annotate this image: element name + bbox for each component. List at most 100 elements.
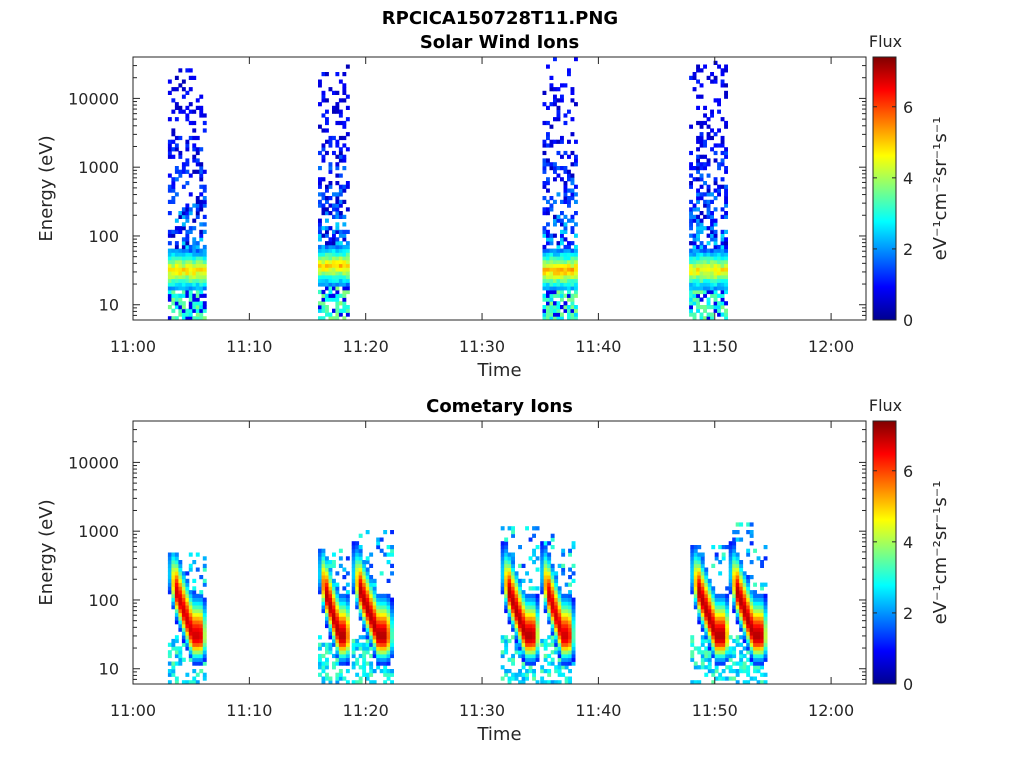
flux-cell — [202, 271, 207, 276]
flux-cell — [557, 608, 562, 614]
flux-cell — [556, 109, 561, 114]
flux-cell — [553, 259, 557, 265]
flux-cell — [543, 578, 548, 583]
flux-cell — [693, 590, 698, 595]
flux-cell — [692, 233, 697, 238]
flux-cell — [728, 548, 733, 553]
flux-cell — [383, 601, 388, 606]
flux-cell — [554, 571, 559, 576]
flux-cell — [700, 650, 705, 655]
flux-cell — [171, 132, 176, 137]
flux-cell — [351, 548, 356, 553]
flux-cell — [720, 79, 725, 84]
flux-cell — [703, 308, 707, 313]
flux-cell — [549, 293, 554, 298]
flux-cell — [696, 196, 700, 201]
flux-cell — [174, 593, 179, 598]
flux-cell — [560, 248, 564, 253]
flux-cell — [386, 620, 391, 625]
flux-cell — [549, 308, 554, 313]
flux-cell — [178, 297, 183, 302]
flux-cell — [338, 158, 343, 163]
flux-cell — [547, 635, 552, 640]
flux-cell — [167, 293, 172, 298]
flux-cell — [321, 601, 326, 606]
flux-cell — [174, 578, 179, 583]
flux-cell — [535, 627, 540, 632]
flux-cell — [706, 226, 711, 231]
flux-cell — [710, 289, 714, 295]
flux-cell — [710, 147, 714, 152]
flux-cell — [188, 635, 193, 640]
flux-cell — [202, 605, 207, 610]
flux-cell — [171, 233, 176, 238]
flux-cell — [570, 259, 575, 265]
flux-cell — [379, 635, 384, 640]
flux-cell — [561, 597, 566, 602]
flux-cell — [335, 653, 340, 659]
flux-cell — [500, 586, 505, 591]
flux-cell — [689, 305, 693, 310]
flux-cell — [696, 256, 700, 261]
flux-cell — [693, 556, 698, 561]
flux-cell — [171, 297, 176, 302]
flux-cell — [178, 571, 183, 576]
flux-cell — [195, 274, 200, 280]
flux-cell — [700, 563, 705, 568]
flux-cell — [178, 211, 183, 216]
flux-cell — [710, 72, 714, 77]
flux-cell — [335, 256, 340, 261]
flux-cell — [351, 541, 356, 546]
flux-cell — [358, 582, 363, 587]
flux-cell — [376, 612, 381, 617]
flux-cell — [543, 582, 548, 587]
flux-cell — [532, 548, 536, 553]
flux-cell — [707, 601, 712, 606]
flux-cell — [328, 87, 333, 92]
flux-cell — [386, 653, 391, 659]
flux-cell — [174, 218, 179, 223]
flux-cell — [507, 560, 512, 565]
flux-cell — [760, 560, 764, 565]
flux-cell — [192, 638, 197, 644]
flux-cell — [756, 605, 761, 610]
flux-cell — [547, 612, 552, 617]
flux-cell — [724, 229, 728, 234]
flux-cell — [504, 646, 509, 651]
flux-cell — [689, 263, 693, 268]
flux-cell — [556, 278, 561, 283]
flux-cell — [746, 590, 751, 595]
flux-cell — [697, 605, 702, 610]
flux-cell — [185, 237, 190, 242]
flux-cell — [713, 297, 718, 302]
flux-cell — [167, 672, 172, 677]
flux-cell — [714, 653, 719, 659]
flux-cell — [185, 308, 190, 313]
flux-cell — [178, 274, 183, 280]
flux-cell — [328, 563, 333, 568]
flux-cell — [358, 665, 363, 670]
flux-cell — [335, 278, 340, 283]
flux-cell — [202, 597, 207, 602]
flux-cell — [692, 274, 697, 280]
flux-cell — [696, 68, 700, 73]
flux-cell — [749, 650, 754, 655]
flux-cell — [318, 181, 322, 186]
flux-cell — [185, 263, 190, 268]
flux-cell — [571, 563, 576, 568]
flux-cell — [710, 233, 714, 238]
flux-cell — [355, 672, 360, 677]
x-tick-label: 11:20 — [343, 701, 389, 720]
flux-cell — [202, 578, 207, 583]
flux-cell — [358, 590, 363, 595]
flux-cell — [500, 541, 505, 546]
flux-cell — [335, 312, 340, 317]
flux-cell — [707, 661, 712, 666]
flux-cell — [358, 676, 363, 681]
flux-cell — [763, 623, 768, 629]
flux-cell — [521, 635, 526, 640]
flux-cell — [335, 109, 340, 114]
flux-cell — [749, 608, 754, 614]
flux-cell — [369, 653, 374, 659]
y-axis-label: Energy (eV) — [36, 135, 57, 241]
